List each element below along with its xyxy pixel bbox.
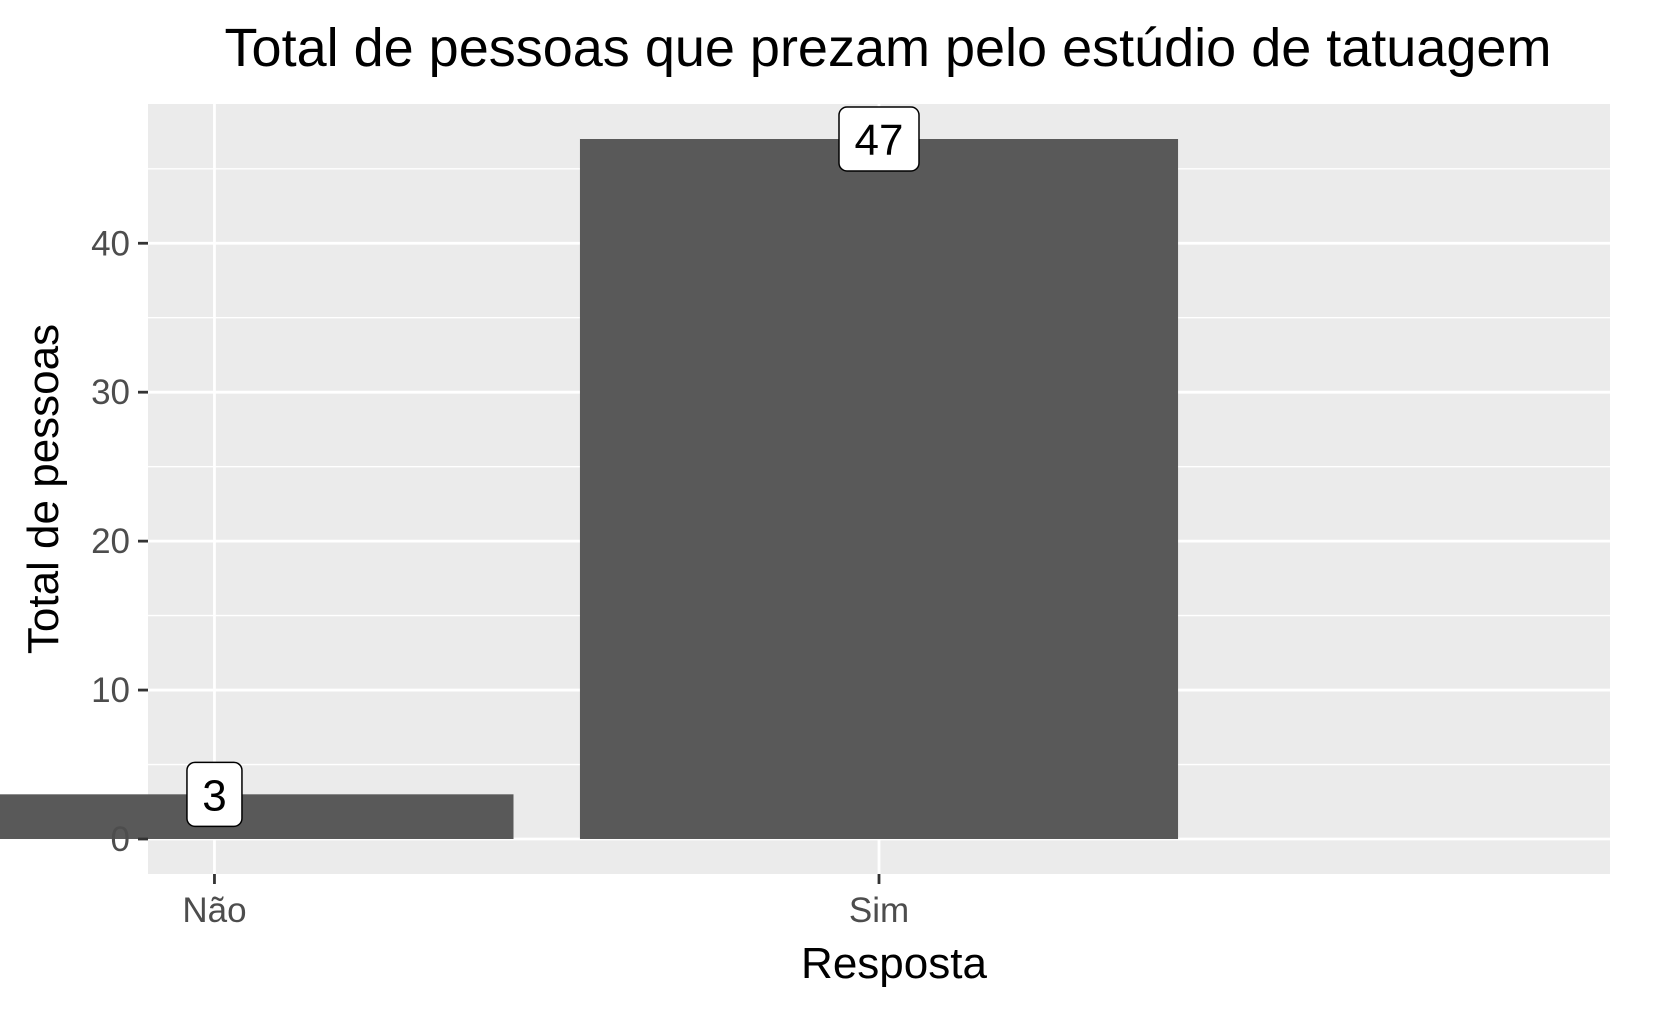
chart-title: Total de pessoas que prezam pelo estúdio… bbox=[225, 18, 1552, 78]
data-label: 47 bbox=[855, 116, 904, 165]
data-label: 3 bbox=[202, 771, 226, 820]
bars bbox=[0, 139, 1179, 839]
x-tick-label: Sim bbox=[849, 891, 909, 930]
x-axis-title: Resposta bbox=[801, 939, 987, 988]
x-axis: Não Sim bbox=[182, 874, 909, 930]
y-axis: 0 10 20 30 40 bbox=[91, 224, 148, 859]
y-tick-label: 20 bbox=[91, 522, 130, 561]
bar-Sim bbox=[579, 139, 1179, 839]
y-axis-title: Total de pessoas bbox=[19, 324, 68, 654]
y-tick-label: 0 bbox=[111, 820, 130, 859]
y-tick-label: 10 bbox=[91, 671, 130, 710]
y-tick-label: 40 bbox=[91, 224, 130, 263]
y-tick-label: 30 bbox=[91, 373, 130, 412]
x-tick-label: Não bbox=[182, 891, 246, 930]
data-labels: 3 47 bbox=[186, 106, 920, 828]
data-label-box bbox=[186, 761, 243, 828]
bar-Não bbox=[0, 794, 514, 839]
data-label-box bbox=[838, 106, 920, 172]
